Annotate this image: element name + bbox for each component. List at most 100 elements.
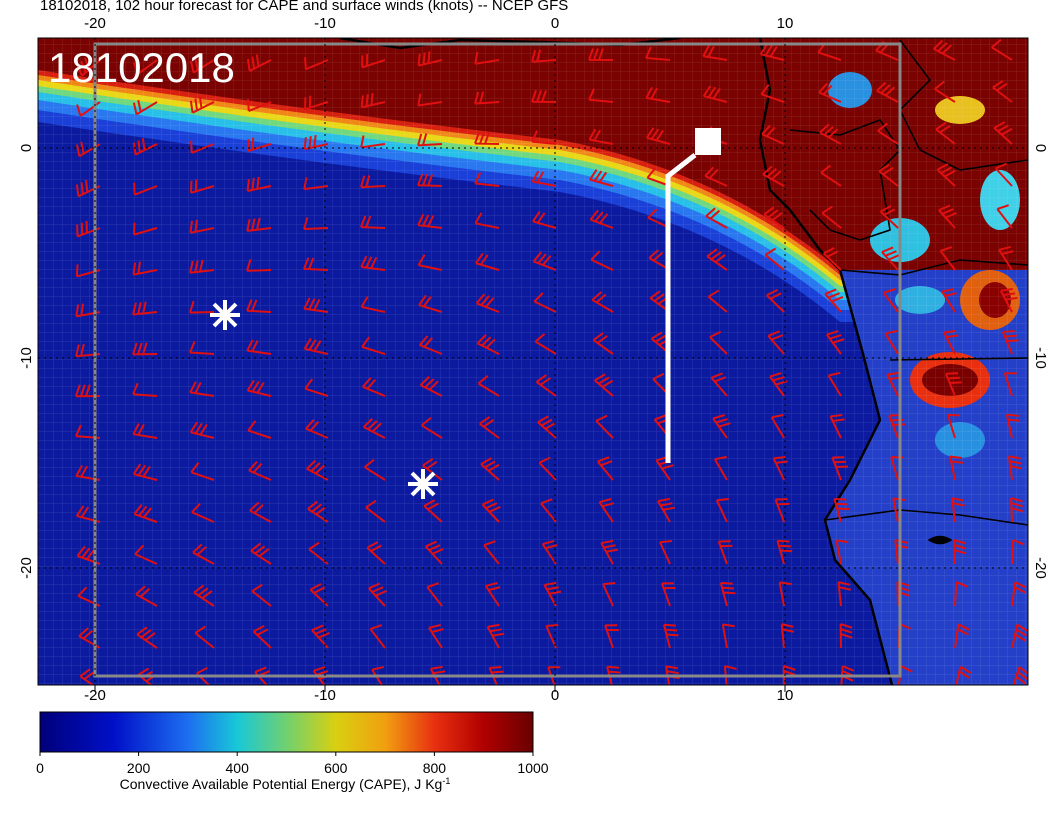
wind-barb (132, 463, 158, 481)
wind-barb (778, 581, 792, 607)
colorbar-tick-label: 600 (324, 760, 348, 776)
wind-barb (588, 88, 614, 103)
wind-barb (537, 415, 557, 439)
wind-barb (193, 584, 215, 607)
wind-barb (189, 179, 215, 194)
wind-barb (764, 247, 785, 271)
wind-barb (882, 288, 899, 313)
wind-barb (132, 261, 158, 276)
wind-barb (417, 254, 443, 271)
wind-barb (591, 291, 614, 313)
wind-barb (879, 205, 899, 229)
wind-barb (307, 500, 329, 523)
wind-barb (707, 289, 728, 313)
wind-barb (531, 90, 557, 103)
wind-barb (419, 376, 443, 397)
wind-barb (360, 215, 386, 229)
wind-barb (136, 626, 158, 649)
wind-barb (365, 499, 386, 523)
y-tick-label: -10 (1032, 347, 1049, 369)
colorbar-tick-label: 1000 (517, 760, 548, 776)
x-tick-label: -10 (314, 687, 336, 704)
wind-barb (592, 332, 614, 355)
wind-barb (881, 246, 901, 271)
wind-barb (645, 46, 671, 61)
wind-barb (665, 665, 680, 685)
wind-barb (428, 623, 444, 649)
wind-barb (839, 623, 853, 649)
colorbar-label-text: Convective Available Potential Energy (C… (120, 776, 443, 792)
wind-barb (137, 667, 157, 685)
wind-barb (246, 379, 272, 397)
wind-barb (189, 341, 215, 355)
wind-barb (659, 539, 673, 565)
wind-barb (133, 59, 158, 75)
wind-barb (1005, 413, 1020, 439)
wind-barb (474, 131, 500, 145)
wind-barb (133, 504, 158, 523)
wind-barb (818, 82, 842, 103)
wind-barb (132, 138, 158, 156)
wind-barb (714, 455, 728, 481)
wind-barb (368, 582, 387, 607)
wind-barb (475, 293, 500, 313)
wind-barb (480, 457, 500, 481)
wind-barb (189, 58, 215, 74)
wind-barb (588, 128, 614, 145)
wind-barb (192, 543, 215, 565)
wind-barb (947, 414, 960, 439)
wind-barb (189, 381, 215, 397)
wind-barb (590, 250, 614, 271)
x-tick-label: 10 (777, 687, 794, 704)
y-tick-label: 0 (18, 144, 35, 152)
wind-barb (531, 170, 557, 187)
wind-barb (532, 211, 557, 229)
wind-barb (246, 176, 272, 192)
wind-barb (360, 93, 386, 109)
wind-barb (588, 48, 614, 61)
wind-barb (304, 95, 329, 111)
wind-barb (719, 581, 736, 607)
x-tick-label: 0 (551, 15, 559, 32)
y-tick-label: -20 (1032, 557, 1049, 579)
wind-barb (417, 173, 443, 187)
wind-barb (75, 180, 101, 198)
wind-barb (769, 372, 788, 397)
wind-barb (191, 502, 215, 523)
wind-barb (532, 251, 557, 271)
wind-barb (417, 213, 443, 229)
wind-barb (76, 101, 101, 117)
wind-barb (776, 539, 793, 565)
wind-barb (1011, 539, 1025, 565)
wind-barb (362, 417, 386, 439)
wind-barb (303, 177, 329, 191)
wind-barb (660, 582, 676, 607)
wind-barb (600, 539, 619, 565)
wind-barb (896, 581, 910, 607)
wind-barb (996, 204, 1013, 229)
wind-barb (483, 540, 500, 565)
wind-barb (132, 423, 158, 439)
wind-barb (723, 665, 737, 685)
wind-barb (597, 456, 614, 481)
wind-barb (657, 497, 676, 523)
wind-barb (833, 497, 850, 523)
wind-barb (1007, 455, 1023, 481)
wind-barb (710, 372, 728, 397)
wind-barb (545, 624, 559, 649)
wind-barb (76, 545, 101, 565)
markers (210, 128, 721, 499)
wind-barb (488, 666, 506, 685)
map-frame (37, 37, 1029, 686)
wind-barb (936, 163, 956, 187)
wind-barb (645, 86, 671, 103)
wind-barb (705, 207, 728, 229)
wind-barb (132, 382, 158, 397)
wind-barb (538, 456, 557, 481)
colorbar-ticks: 0 200 400 600 800 1000 (36, 752, 549, 776)
wind-barb (189, 259, 215, 274)
wind-barb (190, 140, 215, 154)
wind-barb (417, 51, 443, 67)
wind-barb (303, 134, 329, 151)
